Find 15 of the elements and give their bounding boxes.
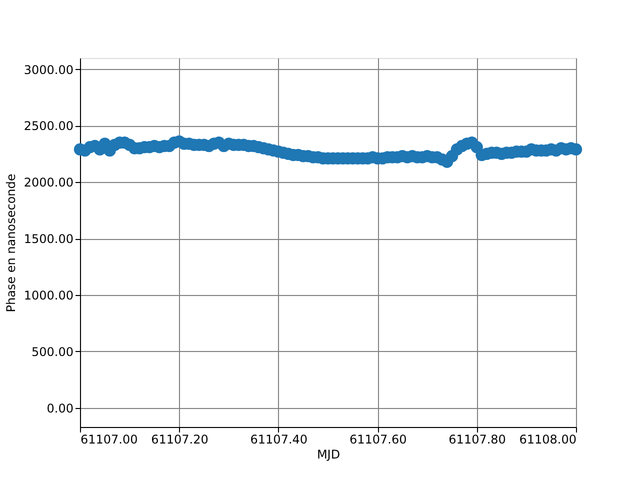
y-tick-label: 2000.00 xyxy=(24,176,74,190)
y-tick-label: 0.00 xyxy=(46,401,74,416)
x-tick-label: 61107.60 xyxy=(349,432,407,446)
x-tick-label: 61108.00 xyxy=(519,432,576,446)
x-tick-label: 61107.00 xyxy=(80,432,138,446)
x-tick-label: 61107.20 xyxy=(151,432,208,446)
x-axis-title: MJD xyxy=(316,448,340,462)
y-axis-title: Phase en nanoseconde xyxy=(4,174,18,312)
x-tick-label: 61107.40 xyxy=(250,432,308,446)
y-tick-label: 1000.00 xyxy=(24,288,74,302)
x-tick-label: 61107.80 xyxy=(448,432,506,446)
y-tick-label: 500.00 xyxy=(32,344,74,359)
y-tick-label: 1500.00 xyxy=(24,232,74,246)
y-tick-label: 3000.00 xyxy=(24,62,74,77)
y-tick-label: 2500.00 xyxy=(24,119,74,134)
